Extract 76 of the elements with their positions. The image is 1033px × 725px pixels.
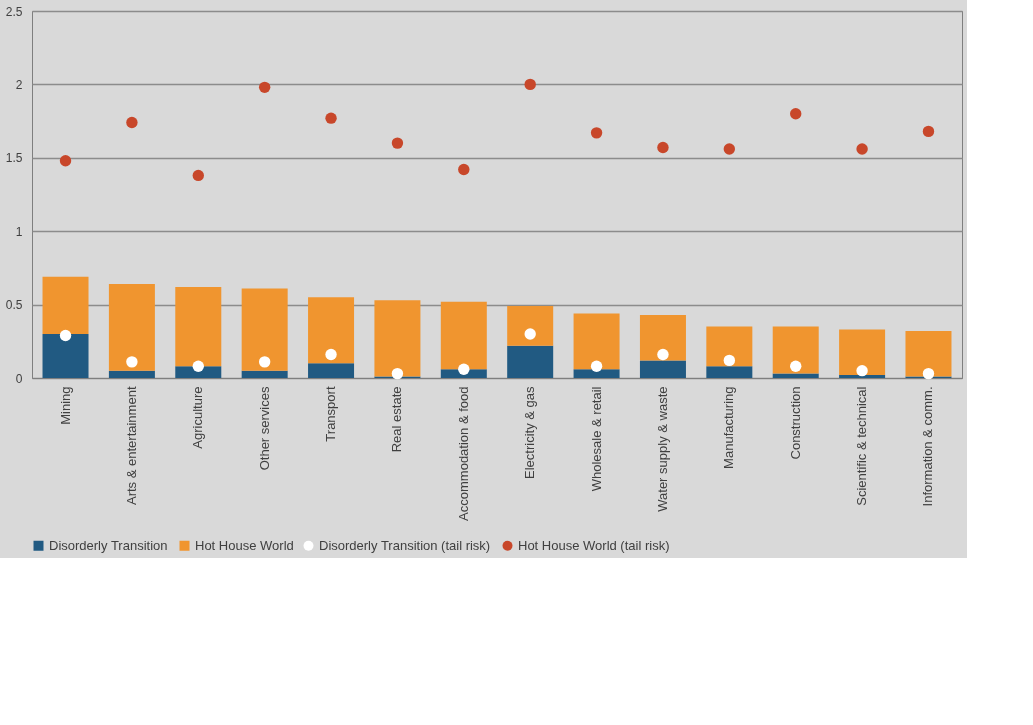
bar xyxy=(241,288,288,371)
point xyxy=(590,127,603,139)
y-tick-label: 2 xyxy=(15,77,23,92)
x-tick-label: Scientific & technical xyxy=(854,386,870,506)
x-tick-label: Real estate xyxy=(389,386,405,453)
point xyxy=(126,116,138,129)
y-tick-label: 1 xyxy=(15,224,23,239)
bar xyxy=(42,333,89,378)
bar xyxy=(507,306,554,346)
bar xyxy=(507,345,554,378)
bar xyxy=(706,326,753,367)
point xyxy=(325,348,337,361)
point xyxy=(723,143,736,155)
bar xyxy=(175,286,222,367)
bar xyxy=(573,369,620,378)
y-tick-label: 0.5 xyxy=(5,298,23,313)
point xyxy=(192,360,204,372)
point xyxy=(458,363,470,375)
point xyxy=(391,367,404,380)
point xyxy=(790,108,802,120)
y-tick-label: 2.5 xyxy=(5,4,23,19)
bar xyxy=(42,276,89,334)
legend-label: Disorderly Transition (tail risk) xyxy=(319,537,491,553)
point xyxy=(258,81,271,94)
bar xyxy=(839,375,886,378)
point xyxy=(258,356,271,368)
x-tick-label: Construction xyxy=(787,386,803,460)
bar xyxy=(241,370,288,378)
legend-label: Hot House World xyxy=(195,537,294,553)
bar xyxy=(772,326,819,374)
x-tick-label: Accommodation & food xyxy=(455,386,471,521)
point xyxy=(192,169,204,182)
bar xyxy=(108,370,155,378)
point xyxy=(657,348,669,361)
bar xyxy=(639,360,686,378)
bar xyxy=(308,363,355,378)
x-tick-label: Other services xyxy=(256,386,272,471)
y-tick-label: 0 xyxy=(15,371,23,386)
point xyxy=(657,141,669,154)
bar xyxy=(308,297,355,364)
point xyxy=(325,112,337,124)
point xyxy=(922,367,935,380)
x-tick-label: Water supply & waste xyxy=(654,386,670,512)
legend-label: Hot House World (tail risk) xyxy=(518,537,670,553)
x-tick-label: Mining xyxy=(57,386,73,425)
x-tick-label: Information & comm. xyxy=(920,386,936,507)
x-tick-label: Wholesale & retail xyxy=(588,386,604,492)
x-tick-label: Agriculture xyxy=(190,386,206,449)
y-tick-label: 1.5 xyxy=(5,151,23,166)
x-tick-label: Manufacturing xyxy=(721,386,737,469)
point xyxy=(723,354,736,367)
point xyxy=(922,125,935,138)
point xyxy=(856,143,868,155)
bar xyxy=(108,284,155,371)
bar xyxy=(440,301,487,370)
bar xyxy=(573,313,620,370)
point xyxy=(458,163,470,176)
point xyxy=(590,360,603,372)
bar xyxy=(706,366,753,378)
point xyxy=(59,155,72,167)
point xyxy=(524,78,536,91)
bar xyxy=(839,329,886,376)
point xyxy=(59,329,72,342)
bar xyxy=(772,373,819,378)
x-tick-label: Arts & entertainment xyxy=(123,386,139,505)
point xyxy=(790,360,802,372)
bar xyxy=(374,300,421,377)
bar xyxy=(905,331,952,377)
point xyxy=(391,137,404,149)
bar xyxy=(639,314,686,361)
point xyxy=(126,356,138,368)
x-tick-label: Electricity & gas xyxy=(522,386,538,479)
point xyxy=(524,328,536,340)
x-tick-label: Transport xyxy=(323,386,339,442)
legend-label: Disorderly Transition xyxy=(49,537,168,553)
point xyxy=(856,364,868,377)
